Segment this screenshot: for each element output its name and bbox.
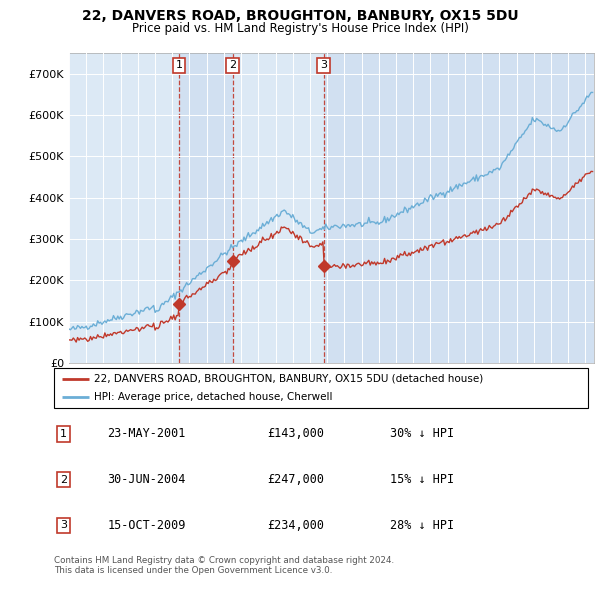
Text: £234,000: £234,000	[268, 519, 325, 532]
Text: 1: 1	[175, 61, 182, 70]
Text: Contains HM Land Registry data © Crown copyright and database right 2024.
This d: Contains HM Land Registry data © Crown c…	[54, 556, 394, 575]
Text: £247,000: £247,000	[268, 473, 325, 486]
Text: 2: 2	[229, 61, 236, 70]
Text: 22, DANVERS ROAD, BROUGHTON, BANBURY, OX15 5DU: 22, DANVERS ROAD, BROUGHTON, BANBURY, OX…	[82, 9, 518, 23]
Text: 30% ↓ HPI: 30% ↓ HPI	[391, 427, 455, 440]
Text: 22, DANVERS ROAD, BROUGHTON, BANBURY, OX15 5DU (detached house): 22, DANVERS ROAD, BROUGHTON, BANBURY, OX…	[94, 374, 484, 384]
Text: 28% ↓ HPI: 28% ↓ HPI	[391, 519, 455, 532]
Text: 3: 3	[320, 61, 327, 70]
Text: 3: 3	[60, 520, 67, 530]
Bar	[179, 53, 233, 363]
Text: HPI: Average price, detached house, Cherwell: HPI: Average price, detached house, Cher…	[94, 392, 332, 402]
Text: 15% ↓ HPI: 15% ↓ HPI	[391, 473, 455, 486]
Text: Price paid vs. HM Land Registry's House Price Index (HPI): Price paid vs. HM Land Registry's House …	[131, 22, 469, 35]
Text: £143,000: £143,000	[268, 427, 325, 440]
Text: 23-MAY-2001: 23-MAY-2001	[107, 427, 186, 440]
Text: 30-JUN-2004: 30-JUN-2004	[107, 473, 186, 486]
Bar	[323, 53, 594, 363]
Text: 2: 2	[60, 474, 67, 484]
Text: 15-OCT-2009: 15-OCT-2009	[107, 519, 186, 532]
Text: 1: 1	[60, 429, 67, 439]
